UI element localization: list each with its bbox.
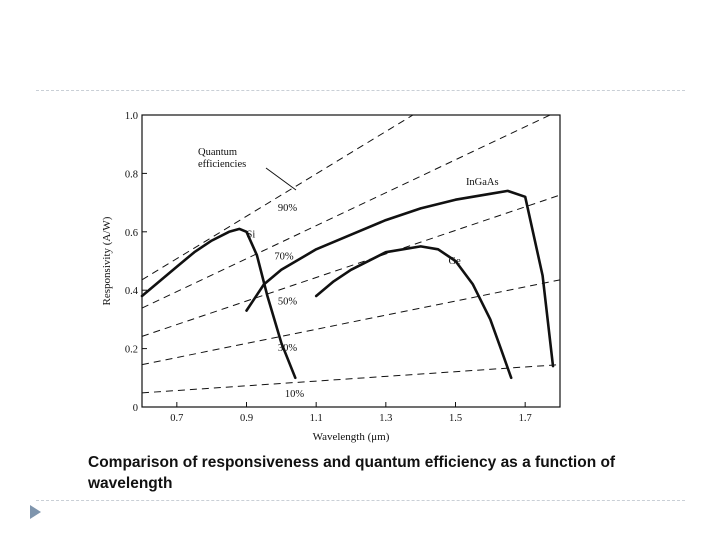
efficiency-lines: [141, 114, 561, 394]
x-tick-label: 1.3: [379, 413, 392, 424]
efficiency-line: [141, 279, 561, 366]
x-tick-label: 0.9: [240, 413, 253, 424]
efficiency-line: [141, 114, 414, 281]
efficiency-label: 50%: [278, 296, 298, 307]
efficiency-line: [141, 114, 551, 309]
efficiency-label: 90%: [278, 203, 298, 214]
series-label: Ge: [449, 256, 462, 267]
y-tick-label: 0: [133, 403, 138, 414]
efficiency-line: [141, 194, 561, 337]
y-tick-label: 0.4: [125, 286, 139, 297]
responsivity-chart: 0.7 0.9 1.1 1.3 1.5 1.7 0 0.2 0.4 0.6 0.8 1.0 10% 30…: [101, 111, 561, 443]
bottom-divider: [36, 500, 685, 501]
chart-labels: 10% 30% 50% 70% 90% Si InGaAs Ge: [247, 177, 499, 400]
y-tick-label: 0.2: [125, 345, 138, 356]
y-tick-label: 1.0: [125, 111, 138, 122]
x-axis-label: Wavelength (μm): [313, 431, 390, 443]
top-divider: [36, 90, 685, 91]
efficiency-label: 30%: [278, 343, 298, 354]
annotation-pointer: [265, 167, 297, 191]
series-line-ingaas: [245, 189, 555, 368]
y-tick-label: 0.8: [125, 169, 138, 180]
x-tick-label: 0.7: [170, 413, 183, 424]
figure-caption: Comparison of responsiveness and quantum…: [88, 454, 616, 492]
series-label: InGaAs: [466, 177, 499, 188]
x-tick-label: 1.1: [310, 413, 323, 424]
x-tick-label: 1.7: [519, 413, 532, 424]
annotation-label: Quantum efficiencies: [198, 147, 246, 170]
series-label: Si: [247, 230, 256, 241]
triangle-bullet-icon: [30, 505, 41, 519]
efficiency-label: 70%: [274, 251, 294, 262]
series-line-ge: [314, 245, 513, 380]
plot-frame: [141, 114, 561, 408]
detector-curves: [140, 189, 555, 380]
x-tick-label: 1.5: [449, 413, 462, 424]
y-tick-label: 0.6: [125, 228, 138, 239]
axis-ticks: 0.7 0.9 1.1 1.3 1.5 1.7 0 0.2 0.4 0.6 0.8 1.0: [125, 111, 532, 424]
efficiency-line: [141, 364, 561, 394]
efficiency-label: 10%: [285, 389, 305, 400]
series-line-si: [140, 227, 297, 380]
y-axis-label: Responsivity (A/W): [101, 216, 113, 305]
